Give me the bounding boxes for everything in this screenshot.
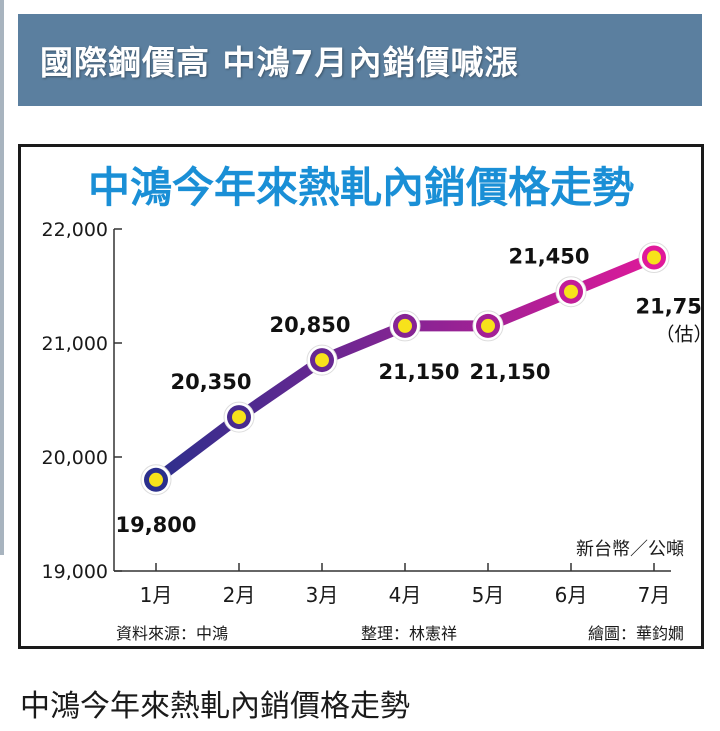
y-tick-label: 19,000 [42,561,108,583]
source-label: 資料來源：中鴻 [116,624,228,643]
y-tick-label: 20,000 [42,447,108,469]
data-label: 20,350 [170,370,251,394]
header-title: 國際鋼價高 中鴻7月內銷價喊漲 [40,43,519,82]
data-point [149,472,163,487]
x-tick-label: 7月 [638,583,671,607]
illustrator-label: 繪圖：華鈞嫺 [588,624,684,643]
page-edge-strip [0,0,4,555]
x-tick-label: 5月 [472,583,505,607]
x-tick-label: 6月 [555,583,588,607]
data-point [481,318,495,333]
chart-svg: 中鴻今年來熱軋內銷價格走勢 19,000 20,000 21,000 22,000 1月… [42,163,701,643]
article-caption: 中鴻今年來熱軋內銷價格走勢 [20,689,410,724]
data-label: 21,150 [469,360,550,384]
y-tick-label: 21,000 [42,333,108,355]
data-point [564,284,578,299]
data-point [398,318,412,333]
y-tick-label: 22,000 [42,219,108,241]
data-label: 21,450 [508,245,589,269]
header-banner: 國際鋼價高 中鴻7月內銷價喊漲 [18,14,702,106]
x-tick-label: 1月 [140,583,173,607]
unit-label: 新台幣／公噸 [576,539,684,560]
data-label: 20,850 [269,313,350,337]
data-point [315,353,329,368]
editor-label: 整理：林憲祥 [361,624,457,643]
data-label: 19,800 [115,513,196,537]
x-tick-label: 4月 [389,583,422,607]
chart-frame: 中鴻今年來熱軋內銷價格走勢 19,000 20,000 21,000 22,000 1月… [18,144,704,649]
data-label: 21,150 [378,360,459,384]
chart-title: 中鴻今年來熱軋內銷價格走勢 [88,163,634,212]
data-point [647,250,661,265]
estimate-note: （估） [655,324,701,346]
x-tick-label: 3月 [306,583,339,607]
data-label: 21,750 [635,295,701,319]
x-tick-label: 2月 [223,583,256,607]
data-point [232,410,246,425]
